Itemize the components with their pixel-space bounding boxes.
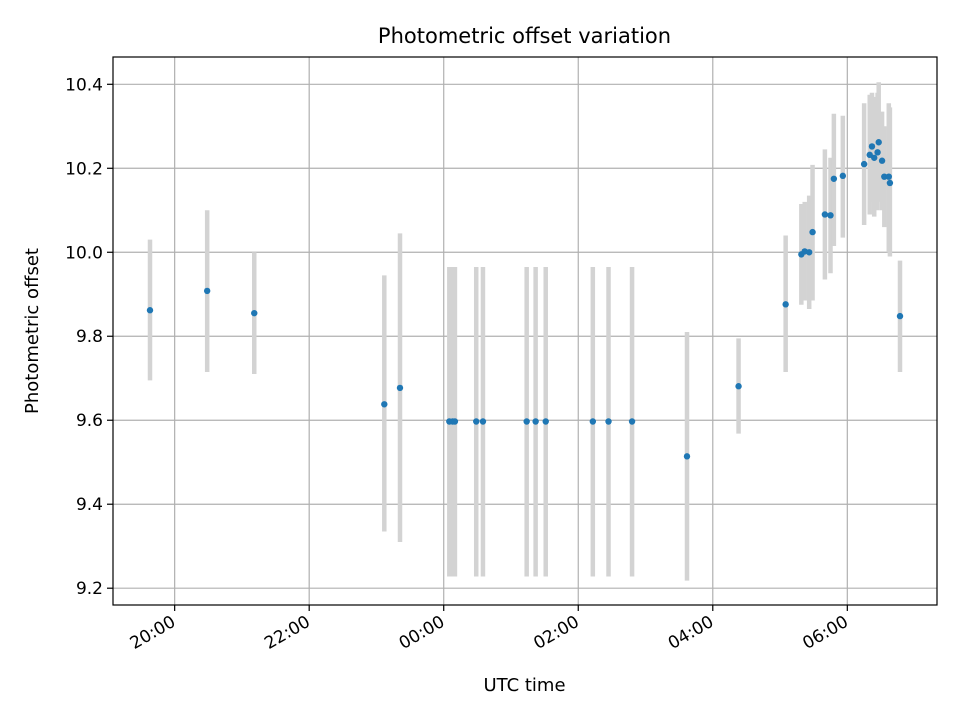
data-point — [735, 383, 742, 390]
data-point — [523, 418, 530, 425]
y-tick-label: 9.4 — [76, 495, 103, 515]
data-point — [589, 418, 597, 425]
data-point — [396, 384, 404, 392]
y-tick-label: 10.0 — [65, 243, 103, 263]
data-point — [875, 139, 882, 146]
y-tick-label: 9.2 — [76, 579, 103, 599]
data-point — [203, 287, 211, 295]
data-point — [827, 212, 834, 219]
data-point — [782, 301, 789, 308]
data-point — [473, 418, 480, 425]
data-point — [860, 160, 868, 168]
data-point — [886, 179, 894, 187]
y-tick-label: 9.8 — [76, 327, 103, 347]
chart-title: Photometric offset variation — [378, 24, 671, 48]
data-point — [628, 418, 636, 425]
data-point — [605, 418, 612, 425]
data-point — [830, 175, 838, 182]
data-point — [146, 307, 154, 314]
data-point — [874, 149, 881, 156]
data-point — [839, 172, 847, 180]
data-point — [896, 312, 904, 320]
data-point — [381, 401, 388, 408]
data-point — [542, 418, 549, 425]
plot-frame — [112, 56, 938, 606]
data-point — [683, 453, 691, 460]
data-point — [809, 228, 816, 236]
y-axis-label: Photometric offset — [22, 248, 43, 414]
y-tick-label: 9.6 — [76, 411, 103, 431]
data-point — [871, 154, 878, 161]
y-axis-ticks: 9.2 9.4 9.6 9.8 10.0 10.2 10.4 — [65, 75, 113, 599]
data-point — [805, 249, 813, 256]
data-point — [532, 418, 539, 425]
data-point — [479, 418, 487, 425]
data-point — [821, 211, 829, 218]
y-tick-label: 10.2 — [65, 159, 103, 179]
data-point — [878, 157, 886, 164]
data-point — [251, 309, 258, 317]
data-points — [146, 139, 904, 460]
data-point — [885, 173, 892, 180]
x-axis-label: UTC time — [483, 675, 565, 696]
data-point — [881, 173, 888, 180]
y-tick-label: 10.4 — [65, 75, 103, 95]
data-point — [868, 143, 876, 150]
data-point — [451, 418, 459, 425]
